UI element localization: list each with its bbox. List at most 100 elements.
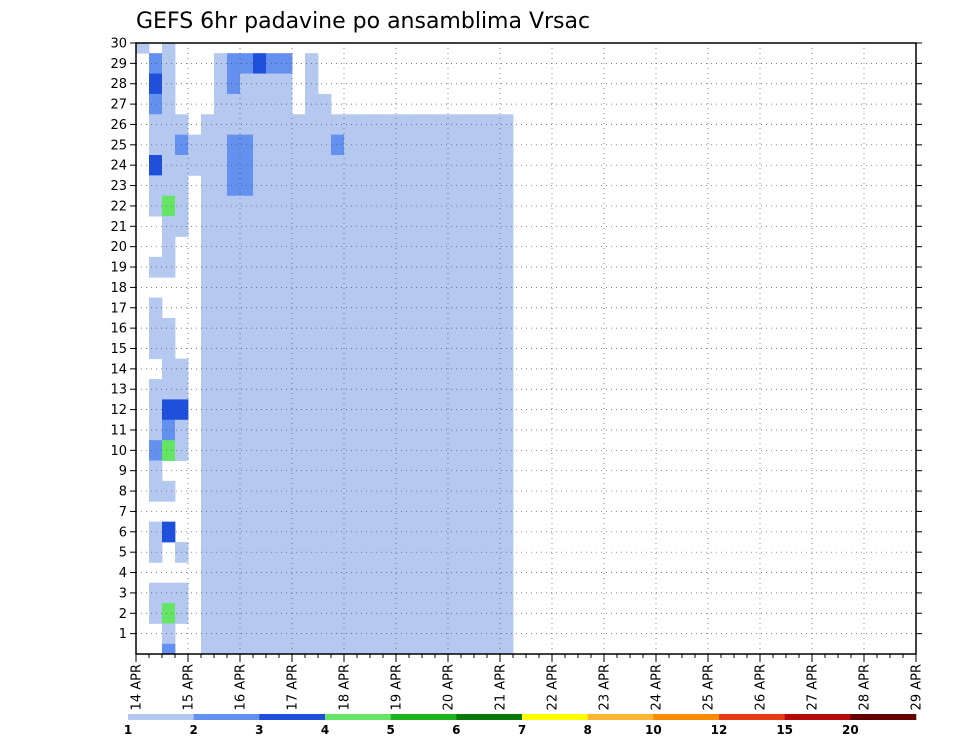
heatmap-cell — [487, 541, 501, 563]
heatmap-cell — [448, 297, 462, 319]
y-tick-label: 17 — [110, 301, 127, 316]
heatmap-cell — [227, 480, 241, 502]
heatmap-cell — [279, 93, 293, 115]
legend-label: 8 — [583, 723, 591, 737]
heatmap-cell — [422, 643, 436, 655]
heatmap-cell — [448, 317, 462, 339]
heatmap-cell — [448, 195, 462, 217]
heatmap-cell — [279, 460, 293, 482]
heatmap-cell — [396, 440, 410, 461]
heatmap-cell — [162, 379, 176, 400]
heatmap-cell — [149, 419, 163, 441]
x-tick-label: 15 APR — [182, 664, 197, 710]
heatmap-cell — [409, 379, 423, 400]
y-tick-label: 26 — [110, 118, 127, 133]
heatmap-cell — [448, 562, 462, 584]
heatmap-cell — [149, 440, 163, 461]
y-tick-label: 15 — [110, 342, 127, 357]
heatmap-cell — [409, 582, 423, 604]
heatmap-cell — [357, 358, 371, 380]
heatmap-cell — [357, 521, 371, 543]
heatmap-cell — [188, 155, 202, 176]
heatmap-cell — [344, 297, 358, 319]
heatmap-cell — [214, 643, 228, 655]
heatmap-cell — [227, 643, 241, 655]
heatmap-cell — [383, 419, 397, 441]
heatmap-cell — [383, 134, 397, 156]
heatmap-cell — [253, 236, 267, 258]
heatmap-cell — [318, 277, 332, 298]
heatmap-cell — [227, 460, 241, 482]
heatmap-cell — [162, 399, 176, 421]
heatmap-cell — [149, 582, 163, 604]
heatmap-cell — [214, 419, 228, 441]
heatmap-cell — [357, 155, 371, 176]
heatmap-cell — [409, 155, 423, 176]
heatmap-cell — [214, 216, 228, 237]
heatmap-cell — [227, 53, 241, 74]
heatmap-cell — [344, 603, 358, 624]
heatmap-cell — [279, 155, 293, 176]
heatmap-cell — [448, 379, 462, 400]
heatmap-cell — [448, 419, 462, 441]
heatmap-cell — [214, 582, 228, 604]
heatmap-cell — [149, 317, 163, 339]
heatmap-cell — [461, 440, 475, 461]
heatmap-cell — [279, 114, 293, 136]
heatmap-cell — [357, 175, 371, 197]
heatmap-cell — [292, 440, 306, 461]
heatmap-cell — [279, 195, 293, 217]
heatmap-cell — [409, 134, 423, 156]
heatmap-cell — [162, 155, 176, 176]
heatmap-cell — [448, 623, 462, 645]
heatmap-cell — [253, 379, 267, 400]
heatmap-cell — [448, 541, 462, 563]
heatmap-cell — [448, 399, 462, 421]
heatmap-cell — [266, 155, 280, 176]
heatmap-cell — [162, 73, 176, 95]
x-tick-label: 27 APR — [806, 664, 821, 710]
heatmap-cell — [357, 643, 371, 655]
y-tick-label: 28 — [110, 77, 127, 92]
heatmap-cell — [487, 114, 501, 136]
heatmap-cell — [357, 582, 371, 604]
heatmap-cell — [253, 460, 267, 482]
heatmap-cell — [201, 379, 215, 400]
heatmap-cell — [487, 643, 501, 655]
heatmap-cell — [162, 93, 176, 115]
heatmap-cell — [461, 643, 475, 655]
heatmap-cell — [149, 73, 163, 95]
heatmap-cell — [331, 501, 345, 523]
heatmap-cell — [149, 134, 163, 156]
heatmap-cell — [214, 623, 228, 645]
heatmap-cell — [474, 419, 488, 441]
heatmap-cell — [396, 582, 410, 604]
heatmap-cell — [162, 582, 176, 604]
heatmap-cell — [162, 521, 176, 543]
heatmap-cell — [448, 155, 462, 176]
heatmap-cell — [279, 216, 293, 237]
heatmap-cell — [253, 501, 267, 523]
heatmap-cell — [448, 175, 462, 197]
heatmap-cell — [383, 175, 397, 197]
y-tick-label: 19 — [110, 261, 127, 276]
x-tick-label: 20 APR — [442, 664, 457, 710]
heatmap-cell — [292, 155, 306, 176]
heatmap-cell — [279, 175, 293, 197]
heatmap-cell — [318, 236, 332, 258]
heatmap-cell — [253, 297, 267, 319]
heatmap-cell — [344, 216, 358, 237]
x-tick-label: 21 APR — [494, 664, 509, 710]
heatmap-cell — [344, 358, 358, 380]
heatmap-cell — [422, 155, 436, 176]
x-tick-label: 29 APR — [910, 664, 925, 710]
heatmap-cell — [292, 338, 306, 360]
heatmap-cell — [214, 73, 228, 95]
heatmap-cell — [292, 277, 306, 298]
heatmap-cell — [487, 501, 501, 523]
heatmap-cell — [201, 256, 215, 278]
heatmap-cell — [461, 623, 475, 645]
heatmap-cell — [292, 195, 306, 217]
heatmap-cell — [461, 419, 475, 441]
